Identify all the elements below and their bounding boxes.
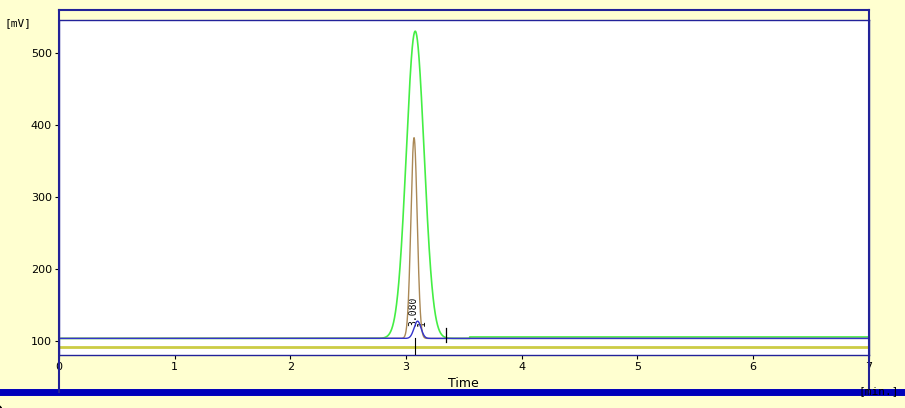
Text: [min.]: [min.] [858, 386, 899, 396]
X-axis label: Time: Time [449, 377, 479, 390]
Text: 3.080: 3.080 [408, 297, 418, 326]
Text: [mV]: [mV] [5, 18, 32, 29]
Text: 1: 1 [416, 320, 426, 326]
